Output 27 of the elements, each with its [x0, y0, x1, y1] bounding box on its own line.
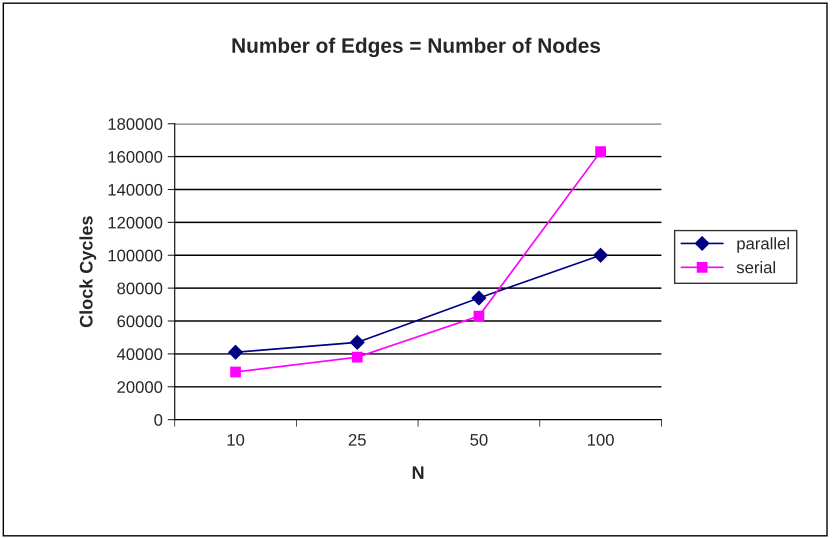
y-tick-label: 0 [154, 414, 162, 426]
point [230, 366, 241, 378]
point [350, 334, 365, 350]
legend-label: parallel [737, 237, 789, 253]
legend-label: serial [736, 261, 776, 274]
y-tick-label: 20000 [117, 381, 162, 393]
y-tick-label: 180000 [108, 118, 162, 130]
x-axis-title: N [412, 466, 424, 479]
y-tick-label: 140000 [108, 184, 162, 196]
y-tick-label: 120000 [108, 216, 162, 229]
x-tick-label: 100 [588, 434, 614, 446]
x-tick-label: 25 [348, 434, 366, 446]
chart-title: Number of Edges = Number of Nodes [232, 38, 600, 58]
y-tick-label: 100000 [108, 250, 162, 262]
y-tick-label: 40000 [116, 348, 162, 360]
point [472, 290, 486, 306]
y-tick-label: 80000 [117, 282, 162, 294]
y-tick-label: 160000 [108, 151, 162, 163]
point [595, 146, 606, 158]
y-axis-title: Clock Cycles [79, 216, 96, 328]
point [474, 310, 484, 322]
point [228, 344, 243, 360]
x-tick-label: 50 [470, 434, 488, 446]
point [593, 248, 608, 263]
point [352, 352, 363, 363]
x-tick-label: 10 [228, 434, 244, 446]
y-tick-label: 60000 [117, 315, 162, 328]
